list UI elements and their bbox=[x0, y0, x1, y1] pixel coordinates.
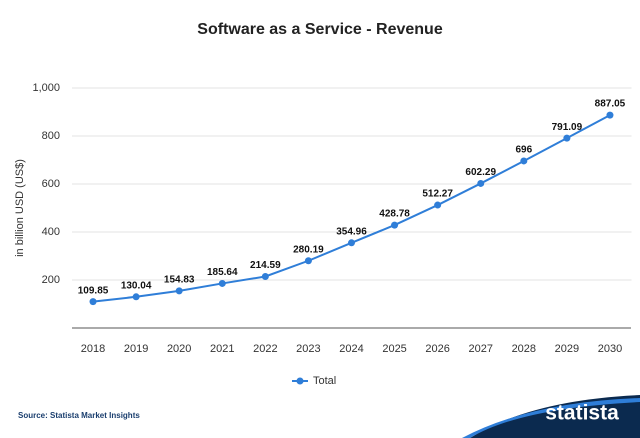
x-tick-label: 2030 bbox=[598, 343, 622, 355]
point bbox=[477, 179, 485, 187]
point bbox=[261, 272, 269, 280]
x-tick-label: 2029 bbox=[555, 343, 579, 355]
point bbox=[175, 287, 183, 295]
y-tick-label: 200 bbox=[42, 274, 60, 286]
x-tick-label: 2026 bbox=[425, 343, 449, 355]
point bbox=[520, 157, 528, 165]
source: Source: Statista Market Insights bbox=[18, 411, 140, 420]
footer-band bbox=[0, 395, 640, 438]
y-tick-label: 800 bbox=[42, 130, 60, 142]
value-label: 602.29 bbox=[465, 167, 496, 178]
x-tick-label: 2024 bbox=[339, 343, 363, 355]
value-label: 109.85 bbox=[78, 285, 109, 296]
x-tick-label: 2021 bbox=[210, 343, 234, 355]
point bbox=[434, 201, 442, 209]
value-label: 214.59 bbox=[250, 260, 281, 271]
y-tick-label: 600 bbox=[42, 178, 60, 190]
point bbox=[132, 293, 140, 301]
point bbox=[563, 134, 571, 142]
point bbox=[304, 257, 312, 265]
x-tick-label: 2028 bbox=[512, 343, 536, 355]
x-tick-label: 2019 bbox=[124, 343, 148, 355]
chart-title: Software as a Service - Revenue bbox=[197, 21, 443, 38]
x-tick-label: 2025 bbox=[382, 343, 406, 355]
x-tick-label: 2022 bbox=[253, 343, 277, 355]
value-label: 887.05 bbox=[595, 99, 626, 110]
y-tick-label: 1,000 bbox=[32, 82, 60, 94]
x-tick-label: 2027 bbox=[468, 343, 492, 355]
value-label: 791.09 bbox=[552, 122, 583, 133]
value-label: 130.04 bbox=[121, 280, 152, 291]
value-label: 512.27 bbox=[422, 189, 453, 200]
footer-accent bbox=[462, 398, 640, 438]
point bbox=[606, 111, 614, 119]
x-tick-label: 2018 bbox=[81, 343, 105, 355]
value-label: 154.83 bbox=[164, 274, 195, 285]
value-label: 696 bbox=[515, 145, 532, 156]
x-tick-label: 2023 bbox=[296, 343, 320, 355]
point bbox=[348, 239, 355, 247]
legend-label: Total bbox=[313, 375, 336, 387]
legend-marker bbox=[296, 377, 304, 385]
value-label: 185.64 bbox=[207, 267, 238, 278]
point bbox=[89, 298, 97, 306]
logo: statista bbox=[545, 402, 619, 425]
value-label: 354.96 bbox=[336, 226, 367, 237]
value-label: 428.78 bbox=[379, 209, 410, 220]
point bbox=[391, 221, 399, 229]
point bbox=[218, 279, 226, 287]
y-axis-label: in billion USD (US$) bbox=[14, 159, 26, 257]
value-label: 280.19 bbox=[293, 244, 324, 255]
y-tick-label: 400 bbox=[42, 226, 60, 238]
x-tick-label: 2020 bbox=[167, 343, 191, 355]
